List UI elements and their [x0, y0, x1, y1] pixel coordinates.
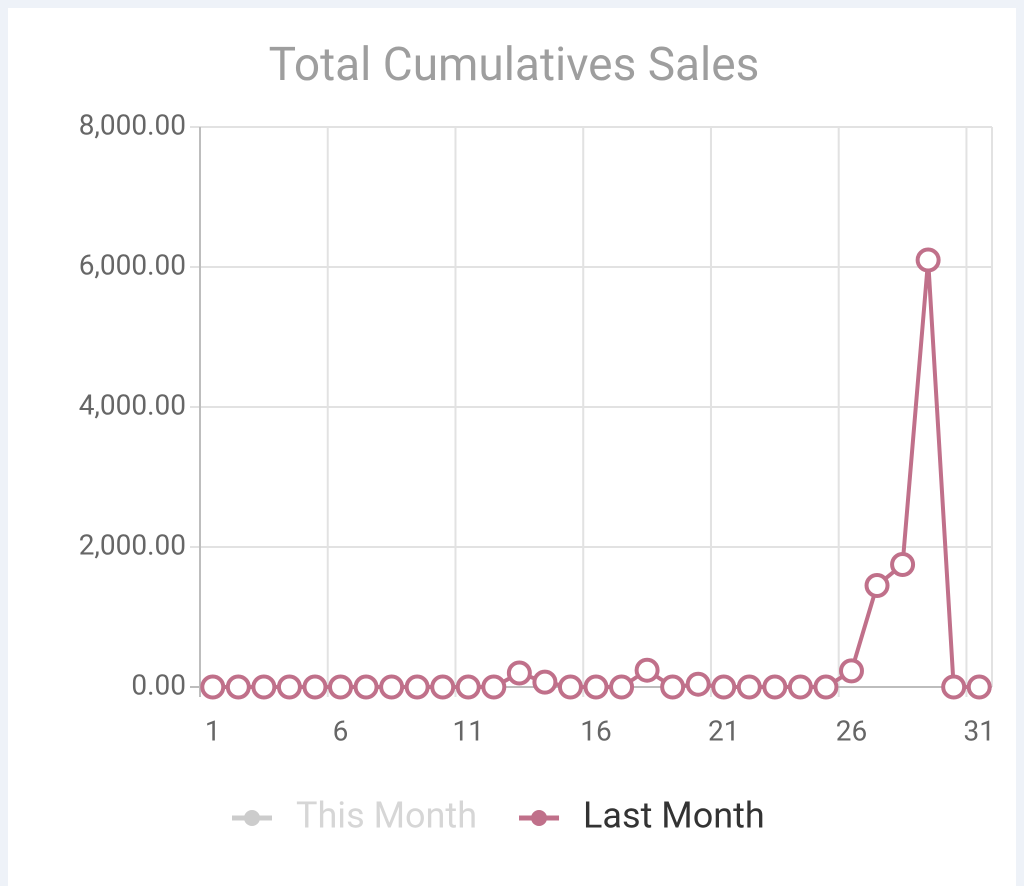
y-tick-label: 0.00 — [131, 668, 186, 701]
data-point — [711, 674, 737, 700]
data-point — [583, 674, 609, 700]
legend-label: This Month — [296, 795, 477, 837]
data-point — [302, 674, 328, 700]
data-point — [864, 573, 890, 598]
y-tick-label: 6,000.00 — [79, 248, 186, 281]
data-point — [455, 674, 481, 700]
data-point — [481, 674, 507, 700]
data-point — [634, 657, 660, 683]
data-point — [660, 674, 686, 700]
data-point — [430, 674, 456, 700]
legend-item: Last Month — [519, 795, 765, 837]
data-point — [609, 674, 635, 700]
x-tick-label: 16 — [580, 714, 611, 747]
data-point — [532, 669, 558, 695]
data-point — [762, 674, 788, 700]
data-point — [276, 674, 302, 700]
data-point — [225, 674, 251, 700]
x-tick-label: 31 — [963, 714, 994, 747]
y-tick-label: 2,000.00 — [79, 528, 186, 561]
x-tick-label: 21 — [708, 714, 739, 747]
data-point — [813, 674, 839, 700]
data-point — [685, 671, 711, 697]
data-point — [915, 247, 941, 273]
chart-title: Total Cumulatives Sales — [269, 38, 760, 92]
legend-item: This Month — [232, 795, 477, 837]
data-point — [787, 674, 813, 700]
card — [8, 8, 1016, 886]
x-tick-label: 11 — [453, 714, 484, 747]
data-point — [404, 674, 430, 700]
data-point — [838, 658, 864, 684]
data-point — [353, 674, 379, 700]
data-point — [379, 674, 405, 700]
data-point — [966, 674, 992, 700]
data-point — [200, 674, 226, 700]
x-tick-label: 1 — [205, 714, 221, 747]
data-point — [890, 552, 916, 577]
data-point — [736, 674, 762, 700]
y-tick-label: 8,000.00 — [79, 108, 186, 141]
data-point — [251, 674, 277, 700]
legend-swatch — [244, 810, 260, 826]
x-tick-label: 26 — [836, 714, 867, 747]
legend-swatch — [531, 810, 548, 826]
legend-label: Last Month — [583, 795, 765, 837]
x-tick-label: 6 — [333, 714, 349, 747]
data-point — [506, 660, 532, 686]
data-point — [941, 674, 967, 700]
data-point — [328, 674, 354, 700]
y-tick-label: 4,000.00 — [79, 388, 186, 421]
data-point — [557, 674, 583, 700]
